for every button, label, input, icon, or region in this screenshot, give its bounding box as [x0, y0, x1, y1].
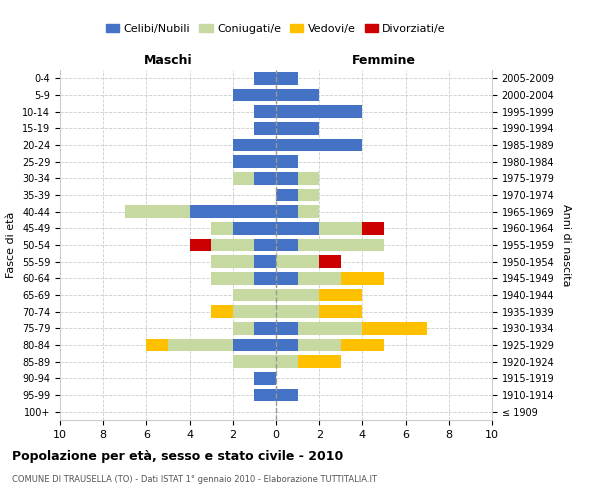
Bar: [233, 138, 276, 151]
Bar: [276, 206, 298, 218]
Bar: [211, 272, 254, 284]
Bar: [319, 256, 341, 268]
Text: Popolazione per età, sesso e stato civile - 2010: Popolazione per età, sesso e stato civil…: [12, 450, 343, 463]
Bar: [276, 356, 298, 368]
Bar: [254, 372, 276, 384]
Bar: [254, 72, 276, 85]
Bar: [276, 256, 319, 268]
Bar: [168, 339, 233, 351]
Legend: Celibi/Nubili, Coniugati/e, Vedovi/e, Divorziati/e: Celibi/Nubili, Coniugati/e, Vedovi/e, Di…: [101, 20, 451, 38]
Bar: [276, 339, 298, 351]
Bar: [254, 272, 276, 284]
Text: Maschi: Maschi: [143, 54, 193, 66]
Bar: [298, 339, 341, 351]
Bar: [211, 239, 254, 251]
Bar: [254, 256, 276, 268]
Text: Femmine: Femmine: [352, 54, 416, 66]
Bar: [319, 222, 362, 234]
Bar: [125, 206, 190, 218]
Bar: [276, 188, 298, 201]
Y-axis label: Fasce di età: Fasce di età: [7, 212, 16, 278]
Bar: [276, 106, 362, 118]
Bar: [298, 188, 319, 201]
Bar: [233, 172, 254, 184]
Bar: [254, 172, 276, 184]
Bar: [233, 156, 276, 168]
Y-axis label: Anni di nascita: Anni di nascita: [561, 204, 571, 286]
Bar: [254, 122, 276, 134]
Bar: [233, 89, 276, 101]
Bar: [276, 272, 298, 284]
Bar: [233, 339, 276, 351]
Bar: [319, 306, 362, 318]
Bar: [276, 289, 319, 301]
Bar: [146, 339, 168, 351]
Bar: [298, 206, 319, 218]
Bar: [298, 272, 341, 284]
Bar: [276, 172, 298, 184]
Bar: [362, 222, 384, 234]
Bar: [276, 138, 362, 151]
Bar: [276, 322, 298, 334]
Bar: [211, 256, 254, 268]
Bar: [298, 172, 319, 184]
Bar: [276, 239, 298, 251]
Text: COMUNE DI TRAUSELLA (TO) - Dati ISTAT 1° gennaio 2010 - Elaborazione TUTTITALIA.: COMUNE DI TRAUSELLA (TO) - Dati ISTAT 1°…: [12, 475, 377, 484]
Bar: [276, 222, 319, 234]
Bar: [276, 306, 319, 318]
Bar: [233, 222, 276, 234]
Bar: [319, 289, 362, 301]
Bar: [276, 89, 319, 101]
Bar: [211, 222, 233, 234]
Bar: [362, 322, 427, 334]
Bar: [254, 106, 276, 118]
Bar: [298, 239, 384, 251]
Bar: [276, 389, 298, 401]
Bar: [254, 239, 276, 251]
Bar: [254, 322, 276, 334]
Bar: [190, 239, 211, 251]
Bar: [233, 322, 254, 334]
Bar: [341, 339, 384, 351]
Bar: [276, 122, 319, 134]
Bar: [341, 272, 384, 284]
Bar: [233, 356, 276, 368]
Bar: [233, 289, 276, 301]
Bar: [298, 322, 362, 334]
Bar: [276, 72, 298, 85]
Bar: [211, 306, 233, 318]
Bar: [254, 389, 276, 401]
Bar: [276, 156, 298, 168]
Bar: [190, 206, 276, 218]
Bar: [233, 306, 276, 318]
Bar: [298, 356, 341, 368]
